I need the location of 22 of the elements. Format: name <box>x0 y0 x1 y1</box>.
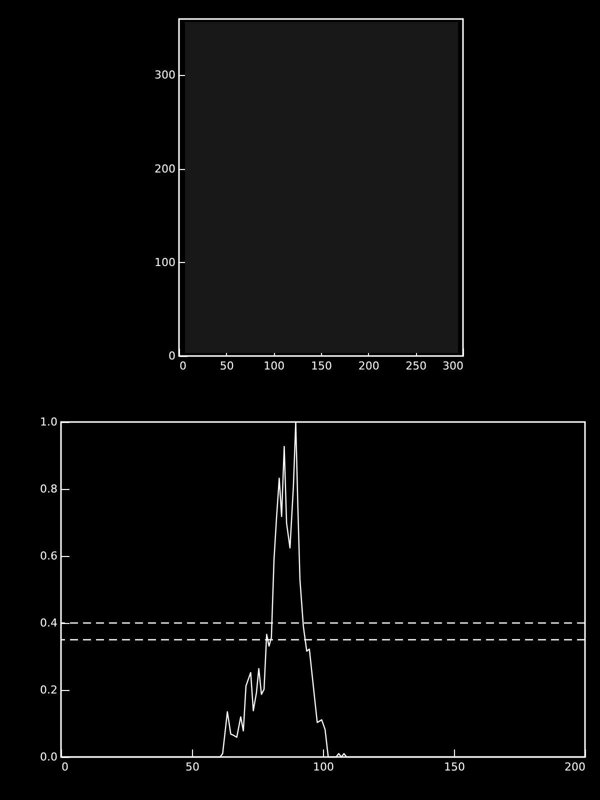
y-tick-label: 0.4 <box>40 616 58 630</box>
x-tick-label: 300 <box>442 360 464 372</box>
x-tick-label: 50 <box>186 760 200 774</box>
y-tick-label: 0 <box>168 350 176 362</box>
y-tick-label: 0.2 <box>40 684 58 696</box>
y-tick-label: 0.8 <box>40 482 58 496</box>
x-tick-label: 200 <box>358 360 380 372</box>
y-tick-label: 100 <box>154 256 176 269</box>
x-tick-label: 100 <box>264 360 285 372</box>
x-tick-label: 150 <box>444 760 465 774</box>
x-tick-label: 50 <box>220 360 234 372</box>
x-tick-label: 0 <box>180 360 186 372</box>
y-tick-label: 0.6 <box>40 550 58 562</box>
x-tick-label: 200 <box>564 760 586 774</box>
x-tick-label: 150 <box>311 360 332 372</box>
x-tick-label: 0 <box>62 760 68 774</box>
y-tick-label: 0.0 <box>40 750 58 764</box>
y-tick-label: 1.0 <box>40 416 58 428</box>
y-tick-label: 300 <box>154 68 176 82</box>
y-tick-label: 200 <box>154 162 176 176</box>
x-tick-label: 100 <box>313 760 334 774</box>
x-tick-label: 250 <box>406 360 427 372</box>
